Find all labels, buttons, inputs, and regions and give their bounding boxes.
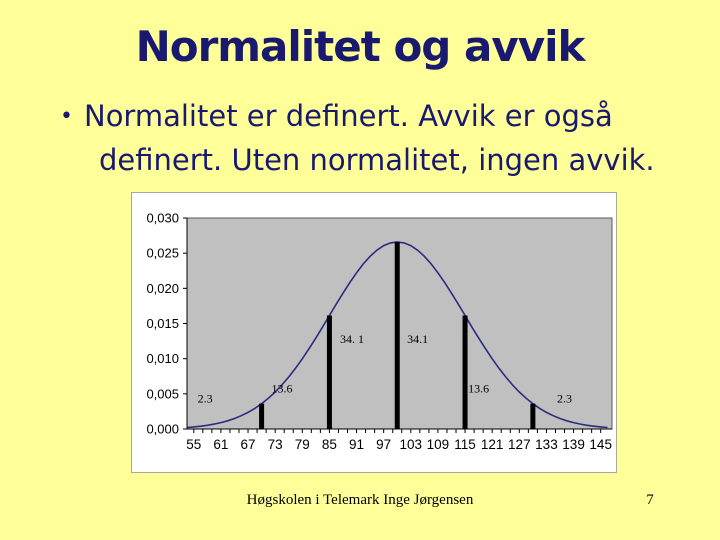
y-axis-label: 0,010: [146, 351, 179, 366]
area-label: 34. 1: [340, 332, 364, 346]
chart-canvas: 2.3 13.6 34. 1 34.1 13.6 2.3 0,000 0,005 0,010 0,…: [146, 211, 613, 452]
footer-text: Høgskolen i Telemark Inge Jørgensen: [246, 492, 474, 508]
x-axis-label: 115: [454, 437, 476, 452]
x-axis-label: 109: [427, 437, 450, 452]
x-axis-label: 91: [349, 437, 364, 452]
slide-title: Normalitet og avvik: [135, 22, 586, 71]
x-axis-label: 61: [213, 437, 228, 452]
y-axis-label: 0,000: [146, 422, 179, 437]
bullet-marker: •: [60, 104, 73, 129]
x-axis-label: 145: [589, 437, 612, 452]
area-label: 2.3: [198, 391, 213, 405]
x-axis-label: 127: [508, 437, 531, 452]
page-number: 7: [646, 492, 654, 508]
y-axis-label: 0,005: [146, 386, 179, 401]
bullet-text-line-1: Normalitet er definert. Avvik er også: [84, 99, 613, 133]
y-axis-label: 0,020: [146, 281, 179, 296]
area-label: 34.1: [407, 332, 428, 346]
x-axis-label: 79: [295, 437, 310, 452]
y-axis-label: 0,025: [146, 246, 179, 261]
x-axis-label: 85: [322, 437, 337, 452]
x-axis-label: 133: [535, 437, 558, 452]
area-label: 13.6: [468, 381, 489, 395]
x-axis-label: 97: [376, 437, 391, 452]
distribution-curve: [186, 241, 608, 429]
area-label: 2.3: [557, 391, 572, 405]
x-axis-label: 73: [268, 437, 283, 452]
x-axis-label: 67: [241, 437, 256, 452]
normal-distribution-chart: 2.3 13.6 34. 1 34.1 13.6 2.3 0,000 0,005 0,010 0,…: [131, 192, 617, 473]
x-axis-label: 55: [186, 437, 201, 452]
area-label: 13.6: [271, 381, 292, 395]
y-axis-label: 0,015: [146, 316, 179, 331]
x-axis-label: 121: [481, 437, 504, 452]
x-axis-label: 103: [400, 437, 423, 452]
bullet-text-line-2: definert. Uten normalitet, ingen avvik.: [99, 143, 655, 177]
x-axis-label: 139: [562, 437, 585, 452]
y-axis-label: 0,030: [146, 211, 179, 226]
